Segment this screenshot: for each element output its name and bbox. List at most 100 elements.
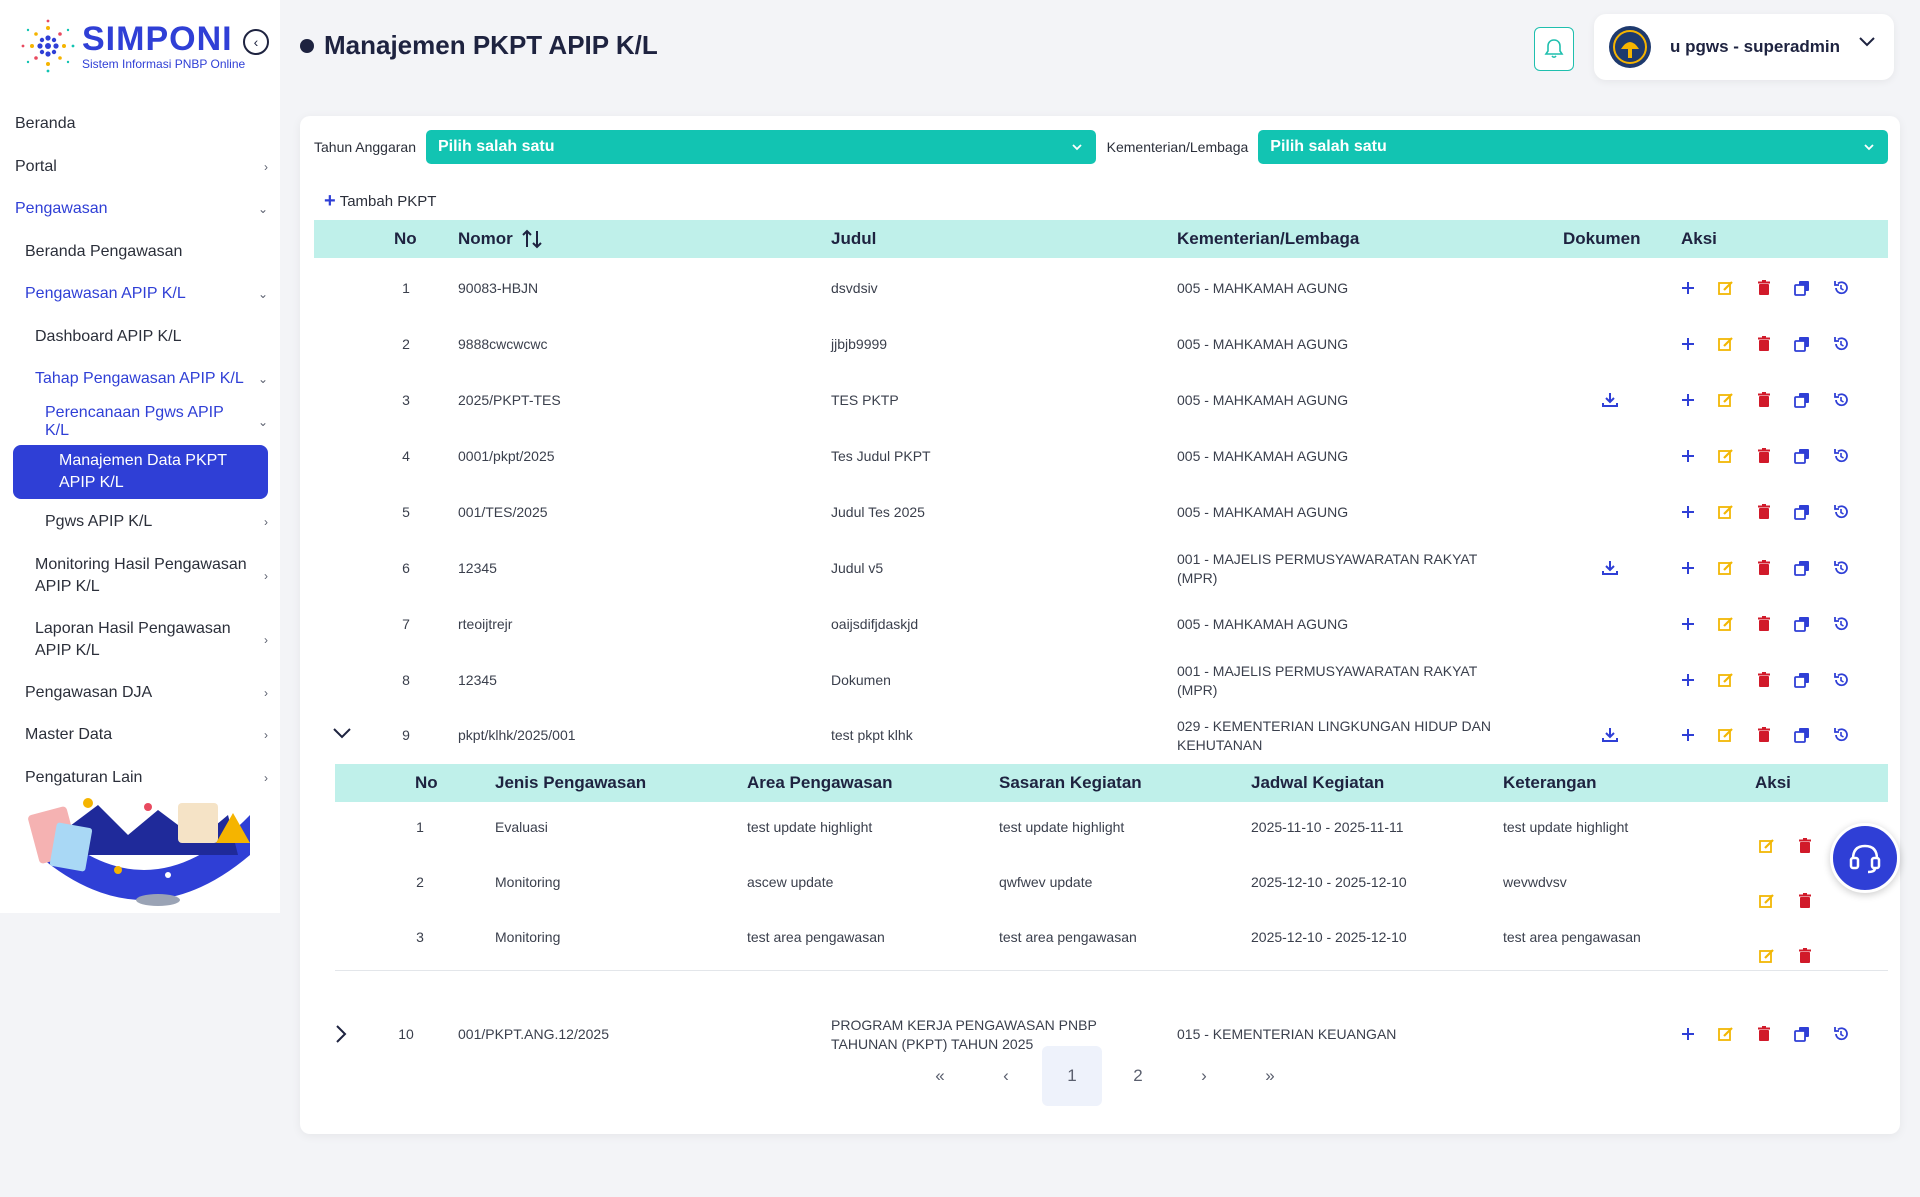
user-menu[interactable]: u pgws - superadmin [1594,14,1894,80]
history-icon[interactable] [1832,335,1850,356]
sidebar-item-master-data[interactable]: Master Data › [0,714,280,757]
sidebar-item-dashboard-apip[interactable]: Dashboard APIP K/L [0,316,280,359]
add-icon[interactable] [1679,279,1697,300]
delete-icon[interactable] [1755,503,1773,524]
user-name: u pgws - superadmin [1670,37,1841,56]
download-icon[interactable] [1601,726,1619,747]
delete-icon[interactable] [1796,837,1814,858]
add-icon[interactable] [1679,1025,1697,1046]
edit-icon[interactable] [1717,279,1735,300]
sidebar-item-pengawasan-dja[interactable]: Pengawasan DJA › [0,672,280,715]
copy-icon[interactable] [1793,503,1811,524]
sidebar-item-pengaturan-lain[interactable]: Pengaturan Lain › [0,757,280,800]
edit-icon[interactable] [1758,837,1776,858]
delete-icon[interactable] [1755,279,1773,300]
sidebar-item-perencanaan[interactable]: Perencanaan Pgws APIP K/L ⌄ [0,401,280,444]
edit-icon[interactable] [1758,892,1776,913]
delete-icon[interactable] [1755,726,1773,747]
delete-icon[interactable] [1755,1025,1773,1046]
add-icon[interactable] [1679,503,1697,524]
edit-icon[interactable] [1717,726,1735,747]
chevron-right-icon[interactable] [334,1024,348,1049]
edit-icon[interactable] [1717,503,1735,524]
sidebar-item-pgws-apip[interactable]: Pgws APIP K/L › [0,501,280,544]
add-icon[interactable] [1679,615,1697,636]
edit-icon[interactable] [1717,447,1735,468]
add-icon[interactable] [1679,447,1697,468]
download-icon[interactable] [1601,391,1619,412]
brand-logo[interactable]: SIMPONI Sistem Informasi PNBP Online [18,16,245,76]
edit-icon[interactable] [1717,335,1735,356]
history-icon[interactable] [1832,503,1850,524]
page-next-button[interactable]: › [1201,1066,1207,1085]
delete-icon[interactable] [1755,671,1773,692]
add-icon[interactable] [1679,335,1697,356]
sidebar-item-laporan-hasil[interactable]: Laporan Hasil Pengawasan APIP K/L › [0,608,280,672]
add-icon[interactable] [1679,671,1697,692]
chevron-right-icon: › [264,159,268,174]
copy-icon[interactable] [1793,335,1811,356]
sidebar-item-pengawasan-apip[interactable]: Pengawasan APIP K/L ⌄ [0,273,280,316]
history-icon[interactable] [1832,671,1850,692]
history-icon[interactable] [1832,726,1850,747]
sidebar-item-manajemen-pkpt[interactable]: Manajemen Data PKPT APIP K/L [13,445,268,499]
page-first-button[interactable]: « [935,1066,945,1085]
add-icon[interactable] [1679,726,1697,747]
copy-icon[interactable] [1793,391,1811,412]
delete-icon[interactable] [1755,335,1773,356]
history-icon[interactable] [1832,279,1850,300]
copy-icon[interactable] [1793,726,1811,747]
delete-icon[interactable] [1755,559,1773,580]
copy-icon[interactable] [1793,671,1811,692]
edit-icon[interactable] [1717,559,1735,580]
kl-select[interactable]: Pilih salah satu [1258,130,1888,164]
history-icon[interactable] [1832,1025,1850,1046]
subcell-sasaran: test area pengawasan [999,928,1137,945]
page-prev-button[interactable]: ‹ [1003,1066,1009,1085]
page-2-button[interactable]: 2 [1133,1066,1143,1085]
sort-icon[interactable] [521,228,543,250]
history-icon[interactable] [1832,391,1850,412]
sidebar-item-pengawasan[interactable]: Pengawasan ⌄ [0,188,280,231]
copy-icon[interactable] [1793,279,1811,300]
delete-icon[interactable] [1755,615,1773,636]
download-icon[interactable] [1601,559,1619,580]
history-icon[interactable] [1832,615,1850,636]
copy-icon[interactable] [1793,1025,1811,1046]
chevron-down-icon: ⌄ [257,414,268,429]
add-icon[interactable] [1679,391,1697,412]
col-nomor[interactable]: Nomor [458,220,543,258]
collapse-sidebar-button[interactable]: ‹ [243,29,269,55]
edit-icon[interactable] [1717,615,1735,636]
year-select[interactable]: Pilih salah satu [425,130,1096,164]
page-1-button[interactable]: 1 [1042,1046,1102,1106]
cell-nomor: 12345 [458,672,497,688]
edit-icon[interactable] [1758,947,1776,968]
delete-icon[interactable] [1796,892,1814,913]
help-chat-button[interactable] [1830,823,1900,893]
edit-icon[interactable] [1717,671,1735,692]
history-icon[interactable] [1832,559,1850,580]
delete-icon[interactable] [1796,947,1814,968]
page-last-button[interactable]: » [1265,1066,1275,1085]
add-pkpt-button[interactable]: + Tambah PKPT [324,190,437,212]
sidebar-item-label: Beranda [15,115,76,133]
add-icon[interactable] [1679,559,1697,580]
sidebar-item-tahap-pengawasan[interactable]: Tahap Pengawasan APIP K/L ⌄ [0,358,280,401]
chevron-down-icon[interactable] [332,724,352,745]
copy-icon[interactable] [1793,559,1811,580]
cell-nomor: 9888cwcwcwc [458,336,548,352]
copy-icon[interactable] [1793,615,1811,636]
copy-icon[interactable] [1793,447,1811,468]
history-icon[interactable] [1832,447,1850,468]
sidebar-item-beranda-pengawasan[interactable]: Beranda Pengawasan [0,231,280,274]
delete-icon[interactable] [1755,447,1773,468]
notification-button[interactable] [1534,27,1574,71]
delete-icon[interactable] [1755,391,1773,412]
filter-bar: Tahun Anggaran Pilih salah satu Kementer… [314,130,1888,164]
edit-icon[interactable] [1717,1025,1735,1046]
sidebar-item-monitoring-hasil[interactable]: Monitoring Hasil Pengawasan APIP K/L › [0,544,280,608]
edit-icon[interactable] [1717,391,1735,412]
sidebar-item-beranda[interactable]: Beranda [0,103,280,146]
sidebar-item-portal[interactable]: Portal › [0,146,280,189]
